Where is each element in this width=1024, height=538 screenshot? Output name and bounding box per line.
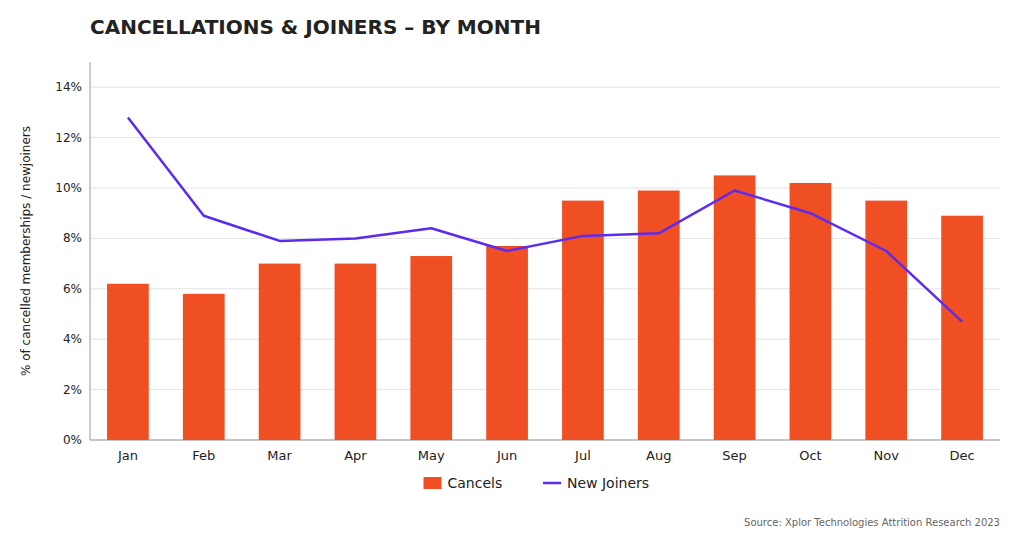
y-tick-label: 0% (63, 433, 82, 447)
y-tick-label: 2% (63, 383, 82, 397)
legend: Cancels New Joiners (424, 475, 650, 491)
bar (486, 246, 528, 440)
y-tick-label: 4% (63, 332, 82, 346)
grid-line (90, 137, 1000, 138)
x-axis-line (90, 440, 1000, 441)
grid-line (90, 339, 1000, 340)
x-tick-label: Mar (267, 448, 292, 463)
x-tick-label: Dec (950, 448, 975, 463)
legend-swatch (424, 477, 442, 489)
bar (638, 191, 680, 440)
chart: CANCELLATIONS & JOINERS – BY MONTH 0% 2% 4%… (0, 0, 1024, 538)
source-note: Source: Xplor Technologies Attrition Res… (744, 517, 1000, 528)
marks (107, 117, 983, 440)
x-tick-label: Nov (874, 448, 900, 463)
legend-swatch (543, 482, 561, 485)
grid-line (90, 440, 1000, 441)
legend-label: New Joiners (567, 475, 649, 491)
y-axis-label: % of cancelled memberships / newjoiners (19, 126, 33, 376)
bar (410, 256, 452, 440)
bar (865, 201, 907, 440)
line (128, 117, 962, 321)
grid (90, 87, 1000, 440)
bar (335, 264, 377, 440)
x-tick-label: Feb (192, 448, 215, 463)
title: CANCELLATIONS & JOINERS – BY MONTH (90, 15, 541, 39)
y-axis-line (90, 62, 91, 440)
x-tick-label: Sep (722, 448, 747, 463)
grid-line (90, 288, 1000, 289)
x-tick-label: Jan (117, 448, 138, 463)
x-tick-label: Aug (646, 448, 671, 463)
grid-line (90, 87, 1000, 88)
bar (259, 264, 301, 440)
bar (941, 216, 983, 440)
grid-line (90, 188, 1000, 189)
bar (714, 175, 756, 440)
x-tick-label: Apr (344, 448, 367, 463)
legend-label: Cancels (448, 475, 503, 491)
x-tick-label: Jun (496, 448, 517, 463)
x-tick-label: Oct (799, 448, 821, 463)
y-tick-label: 8% (63, 231, 82, 245)
y-tick-label: 14% (55, 80, 82, 94)
bar (107, 284, 149, 440)
grid-line (90, 389, 1000, 390)
y-tick-label: 12% (55, 131, 82, 145)
bar (183, 294, 225, 440)
y-tick-label: 10% (55, 181, 82, 195)
x-tick-label: May (418, 448, 445, 463)
y-tick-label: 6% (63, 282, 82, 296)
x-tick-label: Jul (574, 448, 591, 463)
